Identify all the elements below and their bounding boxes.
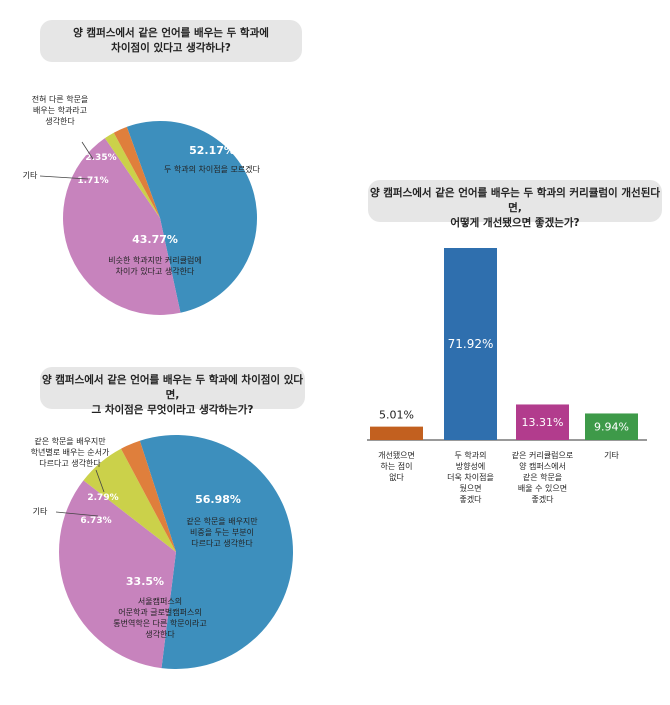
bar-3-category: 양 캠퍼스에서 [519,461,566,471]
question-1-line-1: 양 캠퍼스에서 같은 언어를 배우는 두 학과에 [73,27,269,39]
pie2-slice-4-label: 같은 학문을 배우지만 [34,436,106,446]
bar-3-category: 같은 커리큘럼으로 [512,450,573,460]
question-box-1: 양 캠퍼스에서 같은 언어를 배우는 두 학과에 차이점이 있다고 생각하나? [40,20,302,62]
pie2-slice-2 [58,480,176,669]
pie2-slice-1-label: 다르다고 생각한다 [191,538,253,548]
bar-1-category: 개선됐으면 [378,450,415,460]
pie2-slice-3-label: 기타 [33,507,48,516]
pie1-slice-3-leader [39,175,89,180]
question-1-line-2: 차이점이 있다고 생각하나? [111,42,231,54]
pie2-slice-1-label: 비중을 두는 부분이 [190,527,254,537]
pie1-slice-2-value: 43.77% [132,233,178,246]
pie2-slice-4-value: 2.79% [87,493,118,503]
pie1-slice-1-label: 두 학과의 차이점을 모르겠다 [164,164,261,174]
pie1-slice-1 [126,120,258,313]
question-2-line-2: 그 차이점은 무엇이라고 생각하는가? [91,404,254,416]
bar-4-value: 9.94% [594,421,629,434]
bar-2-category: 방향성에 [456,461,485,471]
pie2-slice-1 [139,435,294,670]
pie2-slice-4-label: 학년별로 배우는 순서가 [31,447,110,457]
pie1-slice-3-label: 기타 [23,171,38,180]
question-box-2: 양 캠퍼스에서 같은 언어를 배우는 두 학과에 차이점이 있다면, 그 차이점… [40,367,305,416]
question-3-line-1: 양 캠퍼스에서 같은 언어를 배우는 두 학과의 커리큘럼이 개선된다면, [369,187,661,214]
pie1-slice-3 [104,132,160,218]
pie1-slice-2 [63,138,181,315]
pie2-slice-2-label: 서울캠퍼스의 [138,596,182,606]
pie2-slice-4-label: 다르다고 생각한다 [39,458,101,468]
bar-2-category: 더욱 차이점을 [447,472,494,482]
bar-4 [585,413,638,440]
bar-2-value: 71.92% [448,337,494,351]
pie2-slice-1-label: 같은 학문을 배우지만 [186,516,258,526]
pie1-slice-4-label: 생각한다 [45,116,75,126]
bar-1-value: 5.01% [379,409,414,422]
pie1-slice-3-value: 1.71% [77,176,108,186]
bar-2 [444,248,497,440]
pie1-slice-4-leader [81,141,94,160]
bar-3-category: 같은 학문을 [523,472,562,482]
pie1-slice-2-label: 차이가 있다고 생각한다 [116,266,195,276]
pie2-slice-4 [120,440,176,552]
bar-3-category: 좋겠다 [531,494,554,504]
question-2-line-1: 양 캠퍼스에서 같은 언어를 배우는 두 학과에 차이점이 있다면, [41,374,304,401]
bar-2-category: 두 학과의 [455,450,487,460]
pie2-slice-2-label: 생각한다 [145,629,175,639]
question-3-line-2: 어떻게 개선됐으면 좋겠는가? [450,217,580,229]
pie2-slice-3 [83,448,176,552]
bar-3-value: 13.31% [522,416,564,429]
pie2-slice-2-label: 통번역학은 다른 학문이라고 [113,618,206,628]
bar-3 [516,404,569,440]
bar-2-category: 뒀으면 [459,483,481,493]
pie-chart-1: 52.17% 두 학과의 차이점을 모르겠다 43.77% 비슷한 학과지만 커리큘럼… [23,94,261,315]
bar-2-category: 좋겠다 [459,494,482,504]
pie1-slice-4 [113,126,160,218]
pie1-slice-4-label: 전혀 다른 학문을 [32,94,89,104]
question-box-3: 양 캠퍼스에서 같은 언어를 배우는 두 학과의 커리큘럼이 개선된다면, 어떻… [368,180,662,229]
pie2-slice-3-value: 6.73% [80,516,111,526]
pie1-slice-2-label: 비슷한 학과지만 커리큘럼에 [108,255,201,265]
pie2-slice-2-label: 어문학과 글로벌캠퍼스의 [118,607,202,617]
pie2-slice-4-leader [95,469,105,493]
pie1-slice-4-label: 배우는 학과라고 [33,105,87,115]
pie1-slice-4-value: 2.35% [85,153,116,163]
pie2-slice-2-value: 33.5% [126,575,164,588]
pie1-slice-1-value: 52.17% [189,144,235,157]
pie2-slice-3-leader [55,511,99,517]
pie2-slice-1-value: 56.98% [195,493,241,506]
bar-1-category: 하는 점이 [381,461,413,471]
bar-1-category: 없다 [389,473,404,482]
bar-4-category: 기타 [604,451,619,460]
bar-1 [370,426,423,440]
bar-3-category: 배울 수 있으면 [518,483,567,493]
